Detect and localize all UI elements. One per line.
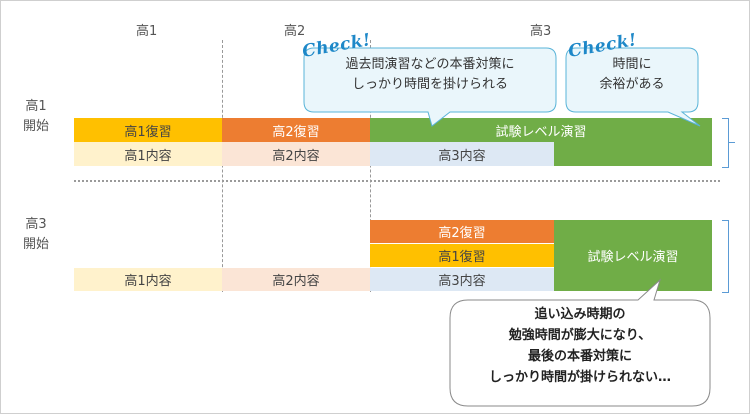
grade-divider-2 (370, 40, 371, 292)
plan1-review2-bar: 高2復習 (222, 118, 370, 142)
column-label-grade1: 高1 (136, 24, 158, 39)
column-label-grade3: 高3 (530, 24, 552, 39)
plan1-content1-bar: 高1内容 (74, 142, 222, 166)
callout1-line: しっかり時間を掛けられる (351, 77, 508, 92)
note-text: 追い込み時期の 勉強時間が膨大になり、 最後の本番対策に しっかり時間が掛けられ… (452, 304, 708, 388)
callout1-line: 過去問演習などの本番対策に (345, 57, 515, 72)
plan1-exam-practice-extension (554, 142, 712, 166)
plan1-bracket (722, 118, 729, 168)
plan2-review2-bar: 高2復習 (370, 220, 554, 243)
row-label-start-grade1: 高1 開始 (22, 97, 50, 137)
plan2-review1-bar: 高1復習 (370, 244, 554, 267)
row-label-start-grade3: 高3 開始 (22, 215, 50, 255)
plan1-review1-bar: 高1復習 (74, 118, 222, 142)
row-label-line: 開始 (22, 119, 49, 134)
note-line: 追い込み時期の (534, 307, 626, 322)
row-label-line: 高1 (25, 99, 47, 114)
plan1-bracket-tick (729, 142, 735, 143)
plan1-content3-bar: 高3内容 (370, 142, 554, 166)
plan2-content3-bar: 高3内容 (370, 268, 554, 291)
row-label-line: 開始 (22, 237, 49, 252)
note-line: 勉強時間が膨大になり、 (508, 328, 652, 343)
callout1-bubble-shape (303, 47, 557, 127)
grade-divider-1 (222, 40, 223, 292)
callout2-line: 余裕がある (599, 77, 665, 92)
callout1-text: 過去問演習などの本番対策に しっかり時間を掛けられる (305, 55, 555, 95)
column-label-grade2: 高2 (284, 24, 306, 39)
callout2-line: 時間に (612, 57, 652, 72)
note-line: 最後の本番対策に (527, 349, 632, 364)
plan1-exam-practice-bar: 試験レベル演習 (370, 118, 712, 142)
plan-separator (74, 180, 720, 182)
note-bubble-shape (449, 278, 711, 407)
note-line: しっかり時間が掛けられない… (488, 370, 671, 385)
callout2-text: 時間に 余裕がある (566, 55, 698, 95)
plan2-exam-practice-bar: 試験レベル演習 (554, 220, 712, 291)
row-label-line: 高3 (25, 217, 47, 232)
plan2-content1-bar: 高1内容 (74, 268, 222, 291)
plan1-content2-bar: 高2内容 (222, 142, 370, 166)
plan2-bracket (722, 220, 729, 293)
callout2-bubble-shape (565, 47, 701, 127)
plan2-content2-bar: 高2内容 (222, 268, 370, 291)
